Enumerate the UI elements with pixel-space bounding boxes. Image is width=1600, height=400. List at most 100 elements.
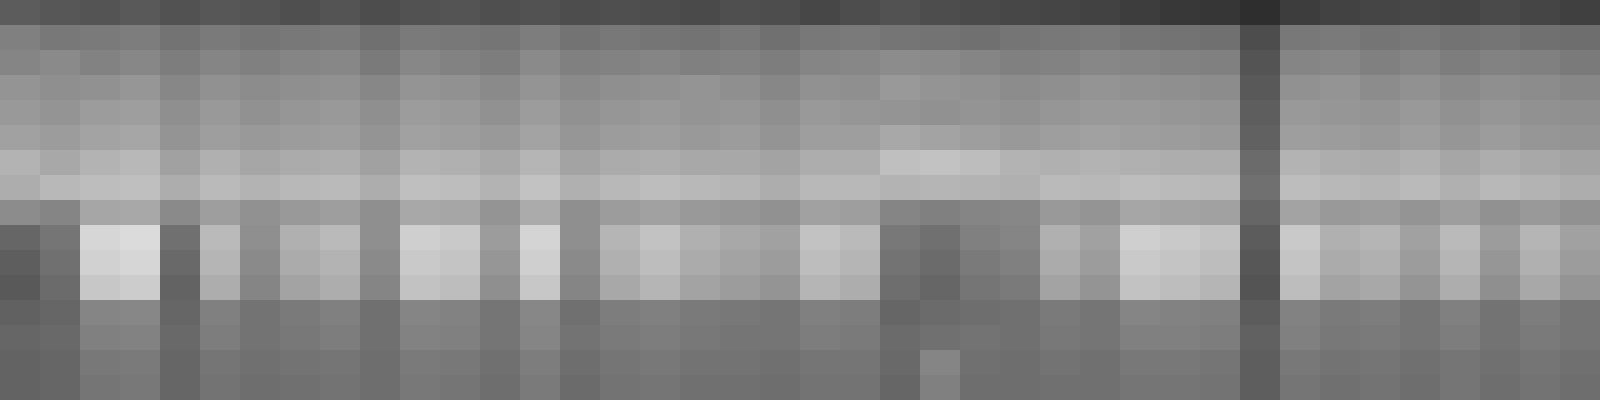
cell (880, 175, 921, 201)
cell (1360, 0, 1401, 26)
cell (280, 100, 321, 126)
cell (1360, 325, 1401, 351)
cell (720, 325, 761, 351)
cell (0, 75, 41, 101)
cell (1360, 350, 1401, 376)
cell (760, 300, 801, 326)
cell (440, 275, 481, 301)
cell (1160, 300, 1201, 326)
cell (1440, 350, 1481, 376)
cell (1240, 325, 1281, 351)
cell (1160, 175, 1201, 201)
cell (1000, 325, 1041, 351)
cell (840, 350, 881, 376)
cell (840, 275, 881, 301)
cell (520, 175, 561, 201)
cell (440, 250, 481, 276)
cell (1400, 150, 1441, 176)
cell (920, 100, 961, 126)
cell (560, 25, 601, 51)
cell (400, 100, 441, 126)
cell (1280, 75, 1321, 101)
cell (1360, 250, 1401, 276)
cell (320, 50, 361, 76)
cell (1240, 175, 1281, 201)
cell (1240, 350, 1281, 376)
cell (1440, 375, 1481, 400)
cell (480, 150, 521, 176)
cell (1240, 375, 1281, 400)
cell (80, 375, 121, 400)
cell (1320, 0, 1361, 26)
cell (1320, 150, 1361, 176)
cell (40, 0, 81, 26)
cell (760, 125, 801, 151)
cell (360, 150, 401, 176)
cell (640, 0, 681, 26)
cell (1360, 25, 1401, 51)
cell (1320, 225, 1361, 251)
cell (1440, 150, 1481, 176)
cell (1080, 300, 1121, 326)
cell (320, 200, 361, 226)
cell (400, 175, 441, 201)
cell (560, 275, 601, 301)
cell (1560, 275, 1600, 301)
cell (1560, 150, 1600, 176)
cell (760, 225, 801, 251)
cell (40, 100, 81, 126)
cell (1360, 150, 1401, 176)
cell (120, 175, 161, 201)
cell (1200, 275, 1241, 301)
cell (840, 325, 881, 351)
cell (160, 325, 201, 351)
cell (600, 350, 641, 376)
cell (320, 325, 361, 351)
cell (760, 100, 801, 126)
cell (480, 350, 521, 376)
cell (480, 175, 521, 201)
cell (1080, 275, 1121, 301)
cell (1520, 100, 1561, 126)
cell (1400, 25, 1441, 51)
cell (960, 250, 1001, 276)
cell (200, 100, 241, 126)
cell (600, 25, 641, 51)
cell (1400, 225, 1441, 251)
cell (120, 150, 161, 176)
cell (560, 50, 601, 76)
cell (840, 150, 881, 176)
cell (400, 225, 441, 251)
cell (320, 100, 361, 126)
cell (1000, 100, 1041, 126)
cell (920, 350, 961, 376)
cell (480, 125, 521, 151)
cell (1000, 175, 1041, 201)
cell (1400, 350, 1441, 376)
cell (800, 300, 841, 326)
cell (240, 125, 281, 151)
cell (1120, 50, 1161, 76)
cell (200, 175, 241, 201)
cell (720, 350, 761, 376)
cell (160, 25, 201, 51)
cell (1400, 375, 1441, 400)
cell (1480, 0, 1521, 26)
cell (1440, 225, 1481, 251)
cell (440, 125, 481, 151)
cell (280, 175, 321, 201)
cell (1080, 0, 1121, 26)
cell (360, 300, 401, 326)
cell (880, 150, 921, 176)
cell (1080, 250, 1121, 276)
cells (0, 0, 1600, 400)
cell (1520, 350, 1561, 376)
cell (1200, 325, 1241, 351)
cell (1280, 350, 1321, 376)
cell (520, 100, 561, 126)
cell (920, 75, 961, 101)
cell (520, 0, 561, 26)
cell (1280, 250, 1321, 276)
cell (1080, 175, 1121, 201)
cell (1480, 325, 1521, 351)
